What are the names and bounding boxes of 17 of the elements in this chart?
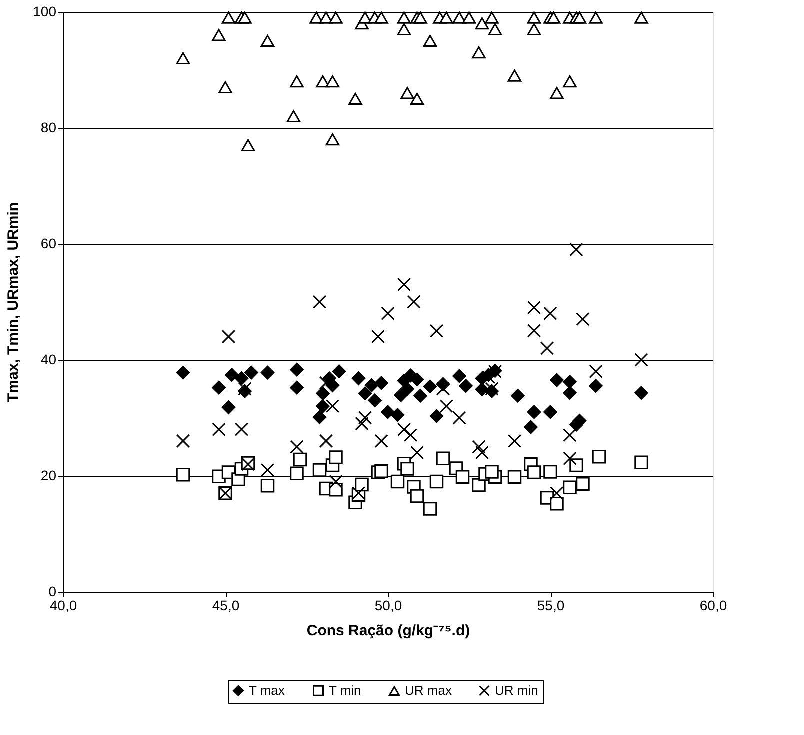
x-tick-label: 40,0 [50, 598, 78, 614]
x-axis-title: Cons Ração (g/kg⁻⁷⁵.d) [306, 622, 470, 640]
x-tick-label: 50,0 [374, 598, 402, 614]
y-axis-title: Tmax, Tmin, URmax, URmin [5, 202, 22, 403]
y-tick-label: 0 [48, 584, 57, 600]
x-tick-label: 55,0 [537, 598, 565, 614]
y-tick-label: 40 [40, 352, 57, 368]
legend-label: UR max [405, 683, 452, 698]
legend-label: UR min [495, 682, 538, 698]
y-tick-label: 60 [40, 236, 57, 252]
x-tick-label: 45,0 [212, 598, 240, 614]
y-tick-label: 100 [33, 4, 57, 20]
legend-label: T min [329, 682, 362, 698]
x-tick-label: 60,0 [700, 598, 728, 614]
y-tick-label: 80 [40, 120, 57, 136]
y-tick-label: 20 [40, 468, 57, 484]
legend-label: T max [249, 682, 286, 698]
